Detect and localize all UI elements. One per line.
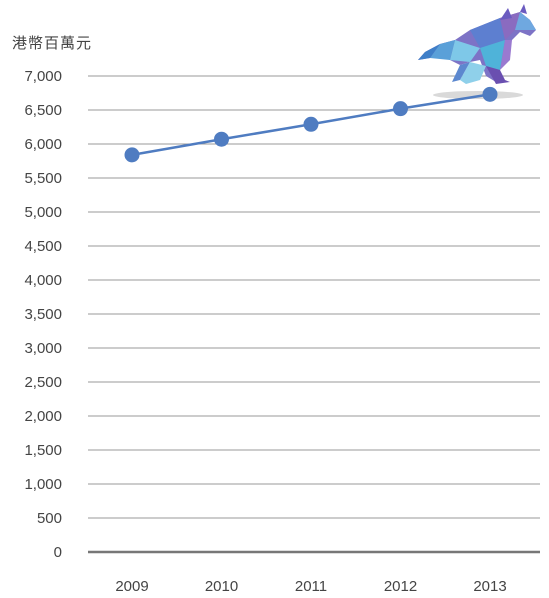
gridlines <box>88 75 540 554</box>
y-axis-unit-label: 港幣百萬元 <box>12 34 93 52</box>
y-tick-label: 2,000 <box>24 408 62 425</box>
y-tick-label: 5,000 <box>24 204 62 221</box>
x-axis-ticks: 2009 2010 2011 2012 2013 <box>115 578 506 595</box>
y-tick-label: 5,500 <box>24 170 62 187</box>
y-tick-label: 500 <box>37 510 62 527</box>
y-tick-label: 3,500 <box>24 306 62 323</box>
y-tick-label: 0 <box>54 544 62 561</box>
data-point <box>303 116 319 132</box>
data-point <box>124 147 140 163</box>
y-tick-label: 3,000 <box>24 340 62 357</box>
horse-illustration <box>418 4 536 99</box>
y-axis-ticks: 0 500 1,000 1,500 2,000 2,500 3,000 3,500 4,000 4… <box>24 68 62 561</box>
y-tick-label: 6,500 <box>24 102 62 119</box>
data-point <box>393 101 408 117</box>
y-tick-label: 4,000 <box>24 272 62 289</box>
data-point <box>482 86 498 102</box>
data-point <box>214 131 229 147</box>
y-tick-label: 7,000 <box>24 68 62 85</box>
x-tick-label: 2010 <box>205 578 238 595</box>
y-tick-label: 2,500 <box>24 374 62 391</box>
y-tick-label: 4,500 <box>24 238 62 255</box>
y-tick-label: 1,500 <box>24 442 62 459</box>
x-tick-label: 2011 <box>295 578 327 595</box>
x-tick-label: 2012 <box>384 578 417 595</box>
y-tick-label: 1,000 <box>24 476 62 493</box>
x-tick-label: 2013 <box>473 578 506 595</box>
y-tick-label: 6,000 <box>24 136 62 153</box>
series-2009-2013 <box>124 86 498 163</box>
x-tick-label: 2009 <box>115 578 148 595</box>
